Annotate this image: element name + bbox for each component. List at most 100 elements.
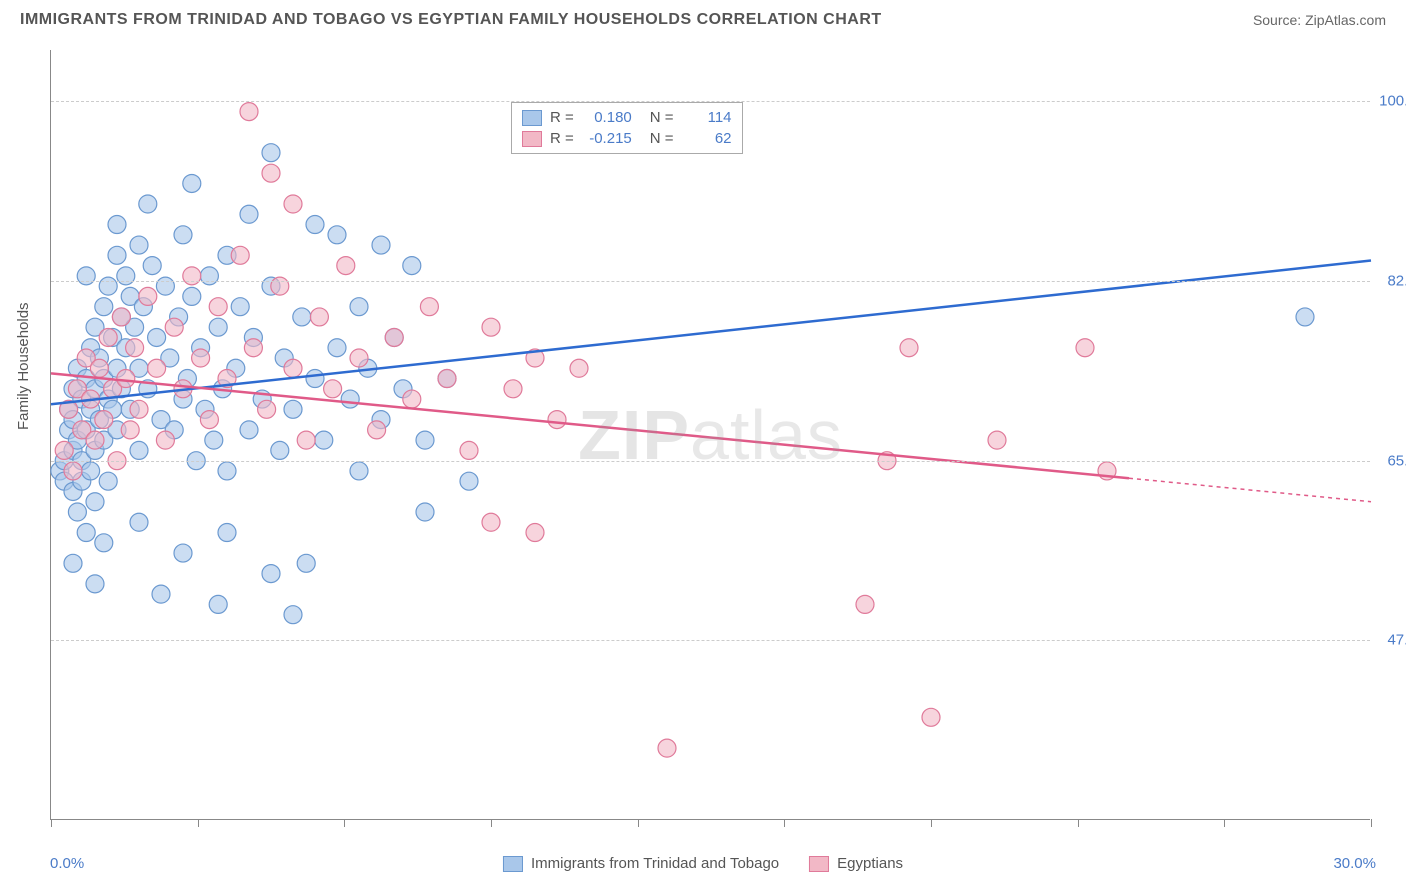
data-point (183, 267, 201, 285)
data-point (284, 606, 302, 624)
data-point (165, 318, 183, 336)
data-point (324, 380, 342, 398)
data-point (200, 267, 218, 285)
grid-line (51, 101, 1370, 102)
data-point (64, 554, 82, 572)
data-point (174, 226, 192, 244)
x-tick (784, 819, 785, 827)
x-tick (1371, 819, 1372, 827)
data-point (420, 298, 438, 316)
data-point (350, 298, 368, 316)
x-axis-min-label: 0.0% (50, 855, 84, 872)
legend-row: R =0.180N =114 (522, 107, 732, 128)
legend-swatch (522, 131, 542, 147)
legend-r-label: R = (550, 130, 574, 147)
data-point (341, 390, 359, 408)
data-point (77, 524, 95, 542)
x-tick (198, 819, 199, 827)
data-point (156, 277, 174, 295)
legend-swatch (809, 856, 829, 872)
data-point (403, 390, 421, 408)
data-point (284, 400, 302, 418)
data-point (117, 370, 135, 388)
data-point (130, 236, 148, 254)
grid-line (51, 461, 1370, 462)
data-point (231, 246, 249, 264)
data-point (174, 544, 192, 562)
data-point (218, 462, 236, 480)
data-point (1296, 308, 1314, 326)
data-point (108, 216, 126, 234)
data-point (548, 411, 566, 429)
data-point (482, 513, 500, 531)
series-label: Egyptians (837, 855, 903, 872)
legend-row: R =-0.215N =62 (522, 128, 732, 149)
legend-r-value: 0.180 (582, 109, 632, 126)
data-point (350, 349, 368, 367)
data-point (504, 380, 522, 398)
data-point (271, 441, 289, 459)
x-tick (1078, 819, 1079, 827)
data-point (315, 431, 333, 449)
data-point (218, 524, 236, 542)
data-point (55, 441, 73, 459)
data-point (139, 195, 157, 213)
correlation-legend: R =0.180N =114R =-0.215N =62 (511, 102, 743, 154)
data-point (262, 164, 280, 182)
series-legend: Immigrants from Trinidad and Tobago Egypt… (503, 855, 903, 872)
data-point (205, 431, 223, 449)
y-tick-label: 47.5% (1375, 632, 1406, 649)
data-point (90, 359, 108, 377)
data-point (148, 359, 166, 377)
legend-r-label: R = (550, 109, 574, 126)
data-point (297, 554, 315, 572)
scatter-svg (51, 50, 1370, 819)
data-point (658, 739, 676, 757)
data-point (183, 174, 201, 192)
data-point (271, 277, 289, 295)
data-point (900, 339, 918, 357)
data-point (262, 565, 280, 583)
data-point (416, 503, 434, 521)
data-point (117, 267, 135, 285)
data-point (306, 216, 324, 234)
data-point (192, 349, 210, 367)
data-point (209, 298, 227, 316)
data-point (200, 411, 218, 429)
data-point (988, 431, 1006, 449)
data-point (209, 595, 227, 613)
data-point (856, 595, 874, 613)
data-point (460, 441, 478, 459)
data-point (460, 472, 478, 490)
data-point (99, 472, 117, 490)
data-point (99, 328, 117, 346)
data-point (231, 298, 249, 316)
y-axis-label: Family Households (15, 302, 32, 430)
data-point (922, 708, 940, 726)
data-point (262, 144, 280, 162)
grid-line (51, 640, 1370, 641)
data-point (328, 226, 346, 244)
data-point (337, 257, 355, 275)
legend-swatch (503, 856, 523, 872)
series-legend-item: Immigrants from Trinidad and Tobago (503, 855, 779, 872)
trend-line-extrapolated (1129, 478, 1371, 502)
data-point (438, 370, 456, 388)
y-tick-label: 65.0% (1375, 452, 1406, 469)
chart-plot-area: ZIPatlas R =0.180N =114R =-0.215N =62 47… (50, 50, 1370, 820)
grid-line (51, 281, 1370, 282)
data-point (68, 503, 86, 521)
data-point (86, 431, 104, 449)
data-point (526, 524, 544, 542)
data-point (86, 493, 104, 511)
x-tick (491, 819, 492, 827)
x-tick (344, 819, 345, 827)
data-point (297, 431, 315, 449)
data-point (284, 359, 302, 377)
data-point (328, 339, 346, 357)
data-point (372, 236, 390, 254)
legend-n-value: 62 (682, 130, 732, 147)
data-point (403, 257, 421, 275)
legend-n-label: N = (650, 109, 674, 126)
data-point (240, 421, 258, 439)
